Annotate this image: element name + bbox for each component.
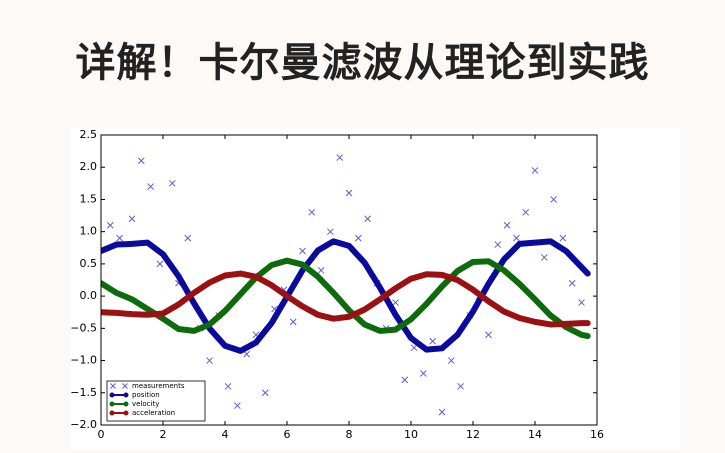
legend-label: measurements xyxy=(132,382,185,390)
x-marker xyxy=(243,350,251,358)
x-marker xyxy=(540,254,548,261)
series-line xyxy=(101,257,591,340)
x-marker xyxy=(336,154,344,161)
x-tick-label: 4 xyxy=(222,428,229,441)
y-tick-label: 1.0 xyxy=(80,225,98,238)
x-marker xyxy=(137,157,145,165)
x-tick-label: 2 xyxy=(160,428,167,441)
x-marker xyxy=(317,266,325,274)
x-marker xyxy=(110,383,116,389)
x-marker xyxy=(559,234,567,242)
x-marker xyxy=(578,299,585,306)
y-tick-label: −0.5 xyxy=(70,321,97,334)
x-marker xyxy=(494,241,502,248)
x-marker xyxy=(429,337,437,345)
x-marker xyxy=(503,221,511,229)
legend-label: velocity xyxy=(132,400,159,408)
x-tick-label: 6 xyxy=(284,428,291,441)
legend-swatch xyxy=(123,392,129,398)
legend-swatch xyxy=(123,410,129,416)
y-tick-label: −1.0 xyxy=(70,354,97,367)
x-marker xyxy=(513,234,520,242)
x-marker xyxy=(420,370,427,377)
x-marker xyxy=(327,228,334,236)
x-marker xyxy=(392,299,399,306)
legend-swatch xyxy=(109,401,115,407)
legend-swatch xyxy=(123,401,129,407)
x-marker xyxy=(568,279,576,287)
y-tick-label: 0.0 xyxy=(80,289,98,302)
legend-swatch xyxy=(109,410,115,416)
x-marker xyxy=(261,389,269,397)
x-tick-label: 10 xyxy=(404,428,418,441)
plot-area xyxy=(101,154,591,416)
x-marker xyxy=(168,179,176,187)
x-marker xyxy=(438,408,446,416)
x-tick-label: 12 xyxy=(466,428,480,441)
x-marker xyxy=(128,215,136,223)
y-tick-label: 2.5 xyxy=(80,128,98,141)
x-marker xyxy=(485,331,492,339)
y-tick-label: 0.5 xyxy=(80,257,98,270)
x-marker xyxy=(122,383,128,389)
x-marker xyxy=(206,357,213,364)
x-marker xyxy=(299,247,306,255)
x-marker xyxy=(234,402,241,410)
x-marker xyxy=(410,344,418,352)
x-marker xyxy=(308,208,316,216)
x-marker xyxy=(156,260,164,268)
plot-frame xyxy=(100,134,598,426)
x-marker xyxy=(550,196,557,203)
y-tick-label: 1.5 xyxy=(80,192,98,205)
y-tick-label: 2.0 xyxy=(80,160,98,173)
x-marker xyxy=(522,208,530,216)
legend-swatch xyxy=(109,392,115,398)
y-tick-label: −1.5 xyxy=(70,386,97,399)
series-line xyxy=(101,238,591,354)
page-title: 详解！卡尔曼滤波从理论到实践 xyxy=(75,40,650,86)
x-tick-label: 16 xyxy=(590,428,604,441)
x-marker xyxy=(364,215,371,223)
y-tick-label: −2.0 xyxy=(70,418,97,431)
x-marker xyxy=(289,318,297,326)
x-marker xyxy=(531,167,539,174)
x-marker xyxy=(345,189,353,197)
x-tick-label: 14 xyxy=(528,428,542,441)
x-tick-label: 0 xyxy=(98,428,105,441)
x-marker xyxy=(106,221,114,229)
legend-label: position xyxy=(132,391,160,399)
x-marker xyxy=(116,234,123,242)
x-marker xyxy=(354,234,362,242)
x-marker xyxy=(457,382,464,390)
x-marker xyxy=(401,376,409,384)
legend-label: acceleration xyxy=(132,409,175,417)
x-tick-label: 8 xyxy=(346,428,353,441)
x-marker xyxy=(224,382,232,390)
x-marker xyxy=(147,183,154,190)
x-marker xyxy=(447,357,455,364)
series-line xyxy=(101,270,591,328)
x-marker xyxy=(184,234,192,242)
